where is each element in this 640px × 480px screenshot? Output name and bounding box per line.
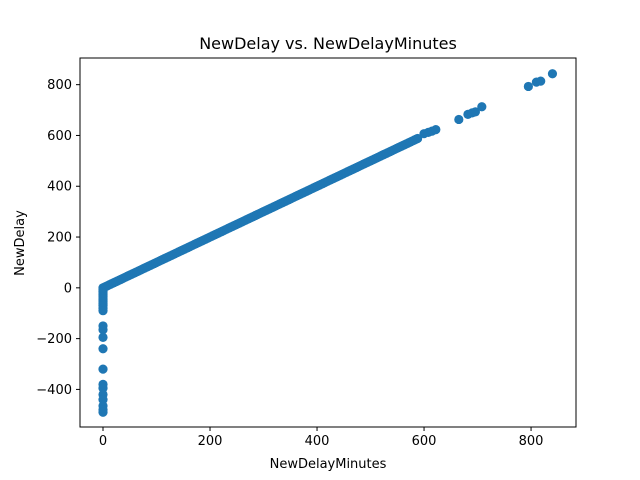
scatter-point [98, 383, 108, 393]
scatter-point [98, 306, 108, 316]
y-tick-label: −200 [36, 332, 72, 347]
scatter-point [98, 364, 108, 374]
x-tick-label: 600 [412, 434, 437, 449]
scatter-point [98, 325, 108, 335]
x-tick-label: 200 [198, 434, 223, 449]
x-axis-label: NewDelayMinutes [270, 457, 387, 472]
scatter-point [431, 125, 441, 135]
points-layer [98, 69, 558, 417]
y-tick-label: 400 [47, 180, 72, 195]
scatter-point [547, 69, 558, 79]
y-tick-label: 0 [64, 281, 72, 296]
y-tick-label: 600 [47, 129, 72, 144]
scatter-point [98, 407, 108, 417]
scatter-point [454, 114, 464, 125]
scatter-point [536, 76, 546, 86]
x-tick-label: 0 [99, 434, 107, 449]
scatter-point [98, 332, 108, 342]
y-axis-label: NewDelay [13, 210, 28, 276]
scatter-point [523, 81, 533, 92]
y-axis-ticks: −400 −200 0 200 400 600 800 [36, 78, 80, 398]
x-tick-label: 800 [519, 434, 544, 449]
chart-title: NewDelay vs. NewDelayMinutes [199, 34, 457, 53]
y-tick-label: 200 [47, 231, 72, 246]
y-tick-label: −400 [36, 383, 72, 398]
scatter-point [470, 107, 481, 117]
scatter-point [477, 102, 487, 112]
scatter-point [413, 133, 423, 144]
scatter-point [98, 344, 108, 354]
x-tick-label: 400 [305, 434, 330, 449]
x-axis-ticks: 0 200 400 600 800 [99, 427, 544, 449]
plot-frame [79, 57, 577, 428]
y-tick-label: 800 [47, 78, 72, 93]
scatter-point [98, 394, 108, 405]
